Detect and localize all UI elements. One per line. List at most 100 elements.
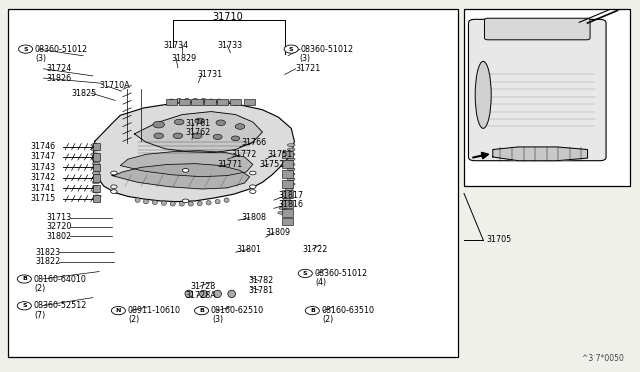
Ellipse shape — [250, 171, 256, 175]
Ellipse shape — [92, 162, 100, 165]
Text: N: N — [116, 308, 121, 313]
Text: 32720: 32720 — [46, 222, 72, 231]
Circle shape — [19, 45, 33, 53]
Bar — [93, 143, 100, 150]
Text: 08160-64010: 08160-64010 — [33, 275, 86, 283]
Bar — [179, 99, 190, 105]
Ellipse shape — [287, 178, 295, 181]
Text: 31766: 31766 — [242, 138, 267, 147]
Polygon shape — [134, 112, 262, 153]
Ellipse shape — [182, 199, 189, 203]
Bar — [93, 153, 100, 161]
Bar — [93, 185, 100, 192]
Ellipse shape — [475, 61, 492, 128]
Ellipse shape — [287, 158, 295, 161]
Text: 31762: 31762 — [186, 128, 211, 137]
Text: 31747: 31747 — [30, 153, 55, 161]
Polygon shape — [493, 147, 588, 161]
Ellipse shape — [93, 195, 101, 198]
Text: 31781: 31781 — [248, 286, 273, 295]
Ellipse shape — [92, 171, 100, 174]
Ellipse shape — [153, 121, 164, 128]
Text: 31771: 31771 — [218, 160, 243, 169]
Ellipse shape — [206, 201, 211, 205]
Text: 31734: 31734 — [163, 41, 188, 50]
Text: 31809: 31809 — [266, 228, 291, 237]
Ellipse shape — [92, 176, 100, 179]
Ellipse shape — [161, 201, 166, 205]
Text: 08360-51012: 08360-51012 — [300, 45, 353, 54]
Ellipse shape — [179, 202, 184, 206]
Bar — [166, 99, 177, 105]
Bar — [282, 160, 293, 168]
Ellipse shape — [195, 118, 205, 124]
Text: 31728A: 31728A — [186, 291, 216, 300]
Bar — [93, 164, 100, 171]
Ellipse shape — [92, 158, 100, 161]
Ellipse shape — [287, 168, 295, 171]
Text: 31731: 31731 — [197, 70, 222, 79]
Ellipse shape — [201, 98, 206, 103]
Ellipse shape — [228, 290, 236, 298]
Ellipse shape — [184, 98, 189, 103]
Text: B: B — [310, 308, 315, 313]
Text: 31802: 31802 — [46, 232, 71, 241]
Bar — [282, 218, 293, 225]
Text: B: B — [199, 308, 204, 313]
Text: 08911-10610: 08911-10610 — [127, 306, 180, 315]
Text: 31761: 31761 — [186, 119, 211, 128]
Text: S: S — [22, 303, 27, 308]
Text: 31742: 31742 — [30, 173, 55, 182]
Text: 31741: 31741 — [30, 184, 55, 193]
Text: 31823: 31823 — [35, 248, 60, 257]
Ellipse shape — [287, 144, 295, 147]
Text: 31782: 31782 — [248, 276, 273, 285]
Text: 31825: 31825 — [72, 89, 97, 97]
Ellipse shape — [174, 119, 184, 125]
Text: 31710A: 31710A — [99, 81, 130, 90]
Ellipse shape — [92, 167, 100, 170]
Text: 31752: 31752 — [259, 160, 285, 169]
Text: 08360-51012: 08360-51012 — [35, 45, 88, 54]
Text: 31826: 31826 — [46, 74, 71, 83]
Ellipse shape — [216, 120, 226, 126]
Ellipse shape — [279, 207, 287, 210]
Ellipse shape — [169, 99, 174, 103]
Ellipse shape — [216, 99, 221, 103]
Text: 31772: 31772 — [232, 150, 257, 159]
Text: 08360-51012: 08360-51012 — [314, 269, 367, 278]
Bar — [282, 180, 293, 188]
Polygon shape — [93, 101, 294, 202]
Text: 08360-52512: 08360-52512 — [33, 301, 86, 310]
Text: 31751: 31751 — [268, 150, 292, 159]
Text: 31724: 31724 — [46, 64, 71, 73]
Circle shape — [17, 302, 31, 310]
Ellipse shape — [250, 190, 256, 193]
Text: 31746: 31746 — [30, 142, 55, 151]
Bar — [217, 99, 228, 105]
Ellipse shape — [111, 171, 117, 175]
Circle shape — [298, 269, 312, 278]
Ellipse shape — [250, 185, 256, 189]
Circle shape — [111, 307, 125, 315]
Text: 31715: 31715 — [30, 194, 55, 203]
Ellipse shape — [197, 201, 202, 206]
Ellipse shape — [281, 202, 289, 205]
Bar — [8, 9, 458, 357]
Ellipse shape — [209, 99, 214, 103]
Ellipse shape — [236, 124, 245, 129]
Bar — [282, 190, 293, 198]
Ellipse shape — [232, 136, 239, 141]
Ellipse shape — [152, 200, 157, 205]
Ellipse shape — [91, 144, 99, 147]
Text: 31816: 31816 — [278, 200, 303, 209]
Text: (2): (2) — [323, 315, 334, 324]
Circle shape — [284, 45, 298, 53]
Polygon shape — [112, 164, 250, 189]
Ellipse shape — [92, 181, 100, 184]
Text: 31728: 31728 — [191, 282, 216, 291]
Bar — [282, 209, 293, 217]
Bar — [93, 195, 100, 202]
Ellipse shape — [224, 198, 229, 202]
Text: 31822: 31822 — [35, 257, 60, 266]
